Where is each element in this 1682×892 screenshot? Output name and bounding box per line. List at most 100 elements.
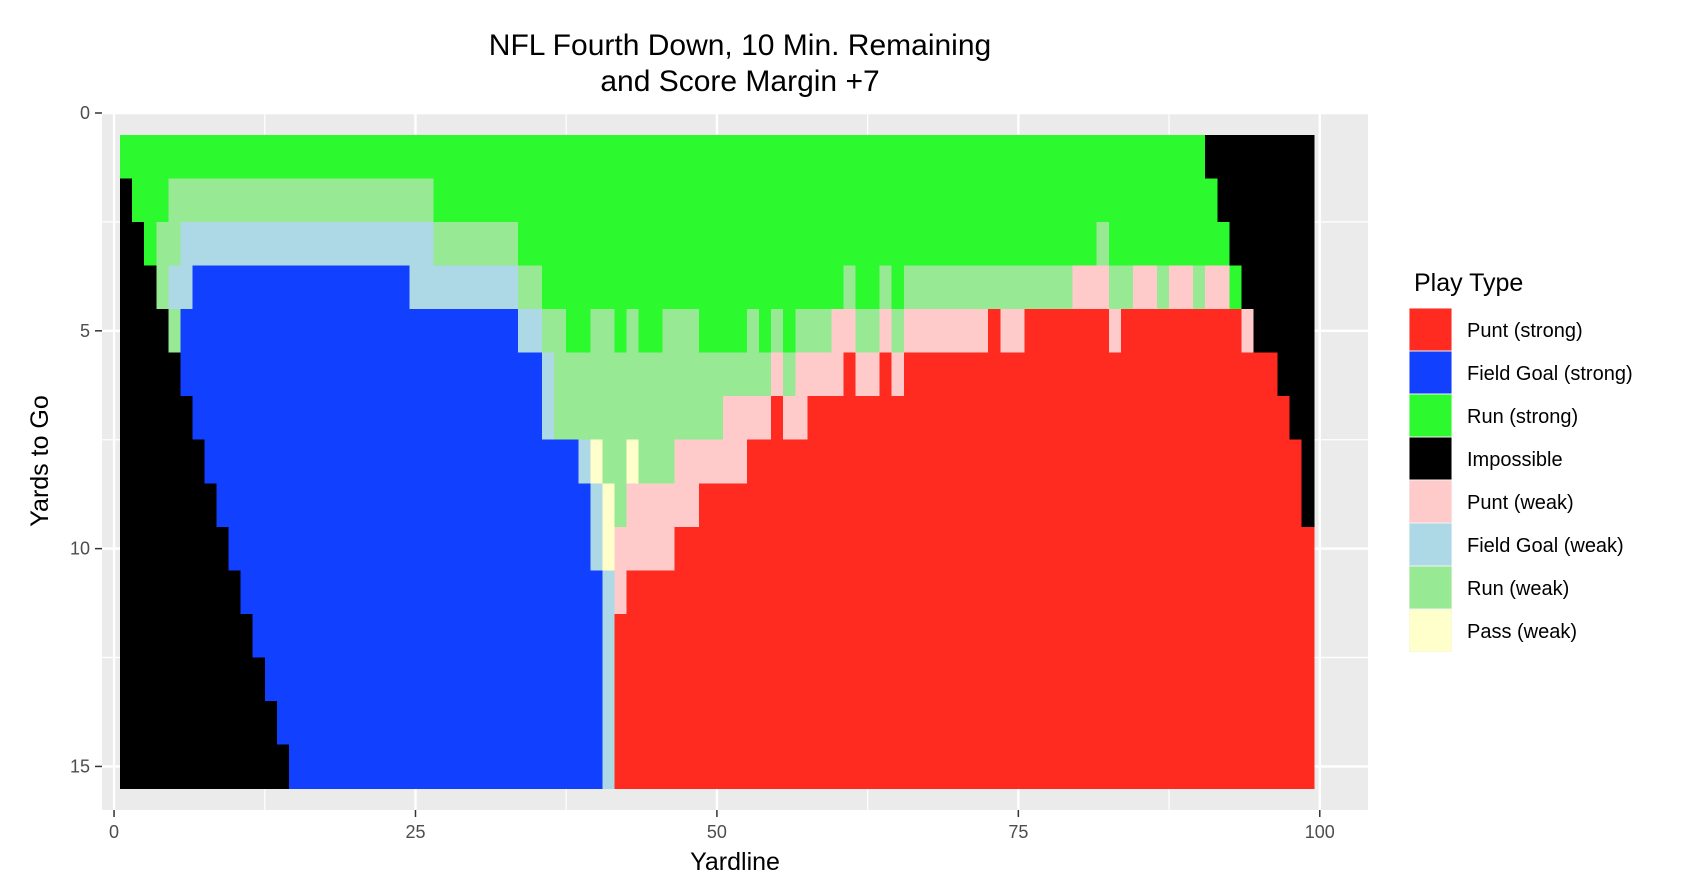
tile-fw (602, 744, 616, 789)
tile-rs (759, 309, 772, 354)
tile-fs (276, 701, 603, 746)
tile-ps (747, 439, 1303, 484)
chart-title-line2: and Score Margin +7 (600, 65, 879, 98)
x-tick-label: 50 (707, 822, 727, 842)
tile-aw (602, 483, 616, 528)
tile-rw (1193, 265, 1206, 310)
legend-swatch-im (1409, 437, 1452, 480)
legend-swatch-fs (1409, 351, 1452, 394)
tile-pw (614, 526, 676, 572)
tile-rs (542, 265, 845, 310)
tile-pw (831, 309, 857, 354)
legend-label: Field Goal (weak) (1467, 535, 1624, 557)
tile-rw (662, 309, 700, 354)
tile-rw (1096, 221, 1110, 267)
tile-pw (771, 352, 784, 397)
tile-rs (566, 309, 591, 354)
tile-im (120, 526, 230, 572)
tile-im (1205, 134, 1315, 179)
tile-fs (216, 483, 591, 528)
tile-rw (783, 352, 796, 397)
tile-rw (517, 265, 543, 310)
tile-ps (614, 744, 1315, 789)
x-tick-label: 0 (109, 822, 119, 842)
tile-rw (879, 265, 893, 310)
tile-fw (409, 265, 519, 310)
tile-ps (903, 352, 1279, 397)
tile-rs (891, 265, 905, 310)
tile-pw (722, 396, 772, 441)
tile-rw (855, 309, 881, 354)
tile-im (1217, 178, 1315, 223)
x-axis: 0 25 50 75 100 (109, 810, 1335, 842)
tile-rw (554, 352, 772, 397)
legend-swatch-aw (1409, 609, 1452, 652)
tile-rs (132, 178, 169, 223)
tile-im (120, 352, 181, 397)
x-tick-label: 25 (405, 822, 425, 842)
tile-fs (192, 265, 411, 310)
legend-swatch-fw (1409, 523, 1452, 566)
tile-im (120, 744, 290, 789)
tile-pw (1205, 265, 1230, 310)
legend: Play Type Punt (strong) Field Goal (stron… (1409, 269, 1633, 652)
chart-title-line1: NFL Fourth Down, 10 Min. Remaining (489, 29, 991, 62)
tile-ps (614, 701, 1315, 746)
tile-im (1253, 309, 1315, 354)
tile-pw (855, 352, 881, 397)
y-tick-label: 15 (70, 756, 90, 776)
tile-rw (903, 265, 1074, 310)
tile-im (1289, 396, 1315, 441)
tile-im (120, 396, 194, 441)
tile-fw (602, 613, 616, 659)
tile-rw (168, 309, 181, 354)
tile-rw (602, 439, 628, 484)
tile-fw (602, 701, 616, 746)
tile-rs (638, 309, 664, 354)
tile-ps (674, 526, 1315, 572)
heatmap-tiles (120, 134, 1315, 789)
tile-ps (807, 396, 1291, 441)
legend-label: Punt (weak) (1467, 492, 1574, 514)
tile-rs (517, 221, 1098, 267)
tile-ps (1024, 309, 1110, 354)
tile-pw (1241, 309, 1255, 354)
tile-rw (891, 309, 905, 354)
legend-swatch-pw (1409, 480, 1452, 523)
legend-swatch-rs (1409, 394, 1452, 437)
tile-ps (879, 352, 893, 397)
tile-rw (1108, 265, 1134, 310)
tile-rs (614, 309, 628, 354)
tile-aw (602, 526, 616, 572)
tile-rw (771, 309, 784, 354)
tile-rw (156, 265, 169, 310)
legend-label: Impossible (1467, 449, 1563, 471)
tile-ps (698, 483, 1303, 528)
tile-rw (614, 483, 628, 528)
tile-pw (891, 352, 905, 397)
tile-rw (590, 309, 616, 354)
tile-fw (517, 309, 543, 354)
tile-rs (433, 178, 1218, 223)
y-axis: 0 5 10 15 (70, 103, 102, 776)
tile-fw (542, 396, 555, 441)
tile-fs (180, 309, 519, 354)
tile-rw (638, 439, 676, 484)
tile-im (120, 483, 218, 528)
legend-label: Punt (strong) (1467, 320, 1583, 342)
tile-ps (988, 309, 1001, 354)
tile-fs (264, 657, 603, 702)
legend-label: Run (weak) (1467, 578, 1569, 600)
y-tick-label: 0 (80, 103, 90, 123)
tile-pw (1169, 265, 1194, 310)
tile-rs (698, 309, 748, 354)
tile-fs (180, 352, 543, 397)
tile-rs (1108, 221, 1230, 267)
tile-rs (1229, 265, 1242, 310)
tile-im (1241, 265, 1315, 310)
tile-fw (590, 526, 603, 572)
tile-fs (204, 439, 579, 484)
tile-rw (1157, 265, 1170, 310)
tile-rw (156, 221, 181, 267)
